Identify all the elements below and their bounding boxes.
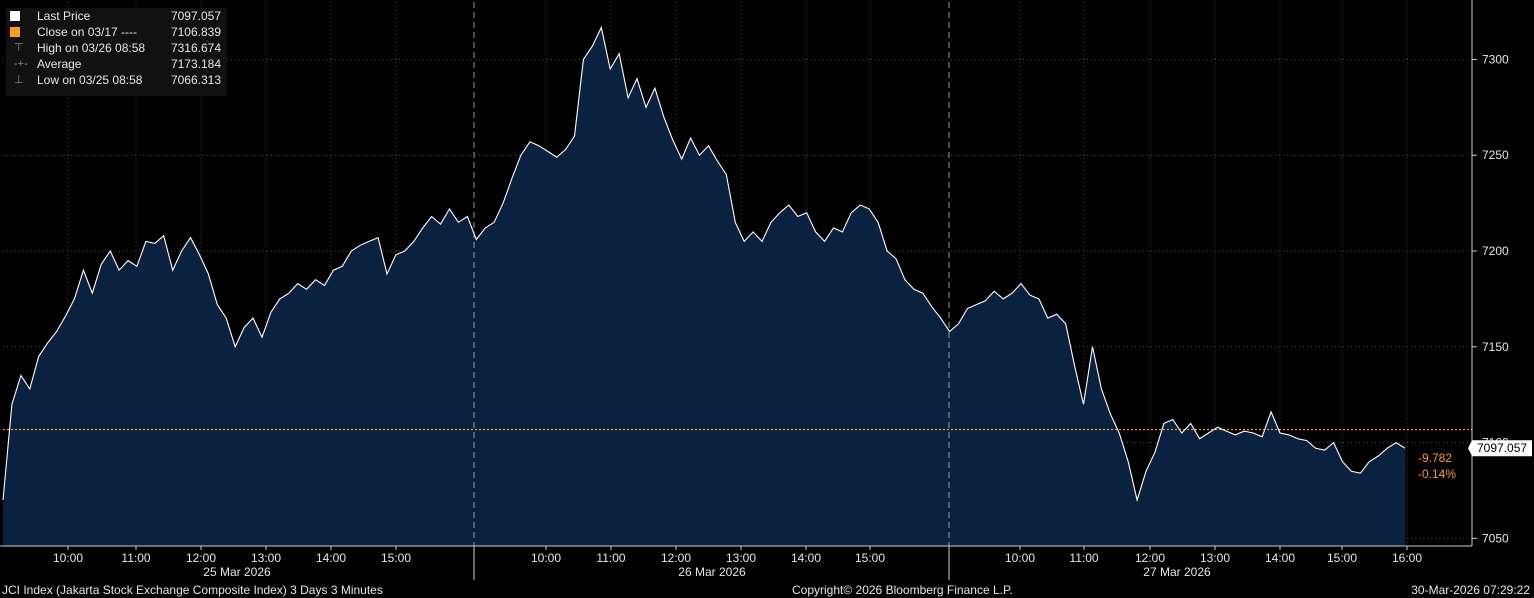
x-tick-label: 13:00 [1200,551,1230,565]
y-tick-label: 7300 [1482,52,1509,66]
y-tick-label: 7050 [1482,531,1509,545]
legend-item-close: Close on 03/17 ---- 7106.839 [6,24,227,40]
x-tick-label: 11:00 [121,551,150,565]
x-tick-label: 12:00 [661,551,691,565]
legend-label: Low on 03/25 08:58 [37,73,143,87]
legend-value: 7106.839 [170,25,221,39]
close-swatch [10,27,20,37]
legend-value: 7316.674 [170,41,221,55]
x-date-label: 27 Mar 2026 [1143,565,1211,579]
footer-title: JCI Index (Jakarta Stock Exchange Compos… [2,583,383,597]
legend-item-high: ⊤ High on 03/26 08:58 7316.674 [6,40,227,56]
y-tick-label: 7250 [1482,148,1509,162]
x-tick-label: 15:00 [855,551,885,565]
x-tick-label: 11:00 [596,551,625,565]
last-price-swatch [10,11,20,21]
legend-label: Average [37,57,82,71]
legend-label: High on 03/26 08:58 [37,41,146,55]
day-separators [473,2,950,546]
average-marker-icon: -+- [14,58,28,70]
price-line [2,25,1406,503]
change-percent: -0.14% [1418,467,1456,481]
legend-value: 7066.313 [170,73,221,87]
footer-bar: JCI Index (Jakarta Stock Exchange Compos… [0,582,1534,598]
price-chart: 730072507200715071007050 10:0011:0012:00… [0,0,1532,580]
legend-box: Last Price 7097.057 Close on 03/17 ---- … [6,8,227,96]
legend-item-last-price: Last Price 7097.057 [6,8,227,24]
legend-value: 7173.184 [170,57,221,71]
footer-timestamp: 30-Mar-2026 07:29:22 [1411,583,1530,597]
legend-value: 7097.057 [170,9,221,23]
high-marker-icon: ⊤ [14,42,24,54]
x-tick-label: 10:00 [53,551,83,565]
x-tick-label: 11:00 [1069,551,1098,565]
x-tick-label: 12:00 [1135,551,1165,565]
legend-label: Last Price [37,9,91,23]
x-tick-label: 16:00 [1392,551,1422,565]
footer-copyright: Copyright© 2026 Bloomberg Finance L.P. [792,583,1013,597]
x-axis: 10:00 11:00 12:00 13:00 14:00 15:00 10:00 11:00… [0,545,1472,580]
x-tick-label: 13:00 [251,551,281,565]
x-tick-label: 15:00 [381,551,411,565]
x-tick-label: 10:00 [531,551,561,565]
x-tick-label: 14:00 [316,551,346,565]
last-price-tag-group: 7097.057 -9.782 -0.14% [1418,440,1532,481]
legend-label: Close on 03/17 ---- [37,25,138,39]
last-price-tag-bg [1468,440,1532,457]
y-tick-label: 7200 [1482,244,1509,258]
y-axis: 730072507200715071007050 [1471,0,1509,546]
x-date-label: 26 Mar 2026 [678,565,746,579]
x-tick-label: 12:00 [186,551,216,565]
change-value: -9.782 [1418,451,1452,465]
x-tick-label: 14:00 [1265,551,1295,565]
last-price-tag: 7097.057 [1477,441,1527,455]
x-tick-label: 14:00 [791,551,821,565]
x-tick-label: 10:00 [1005,551,1035,565]
x-tick-label: 13:00 [726,551,756,565]
x-tick-label: 15:00 [1327,551,1357,565]
legend-item-average: -+- Average 7173.184 [6,56,227,72]
low-marker-icon: ⊥ [14,74,24,86]
y-tick-label: 7150 [1482,340,1509,354]
legend-item-low: ⊥ Low on 03/25 08:58 7066.313 [6,72,227,88]
price-area [3,27,1405,546]
x-date-label: 25 Mar 2026 [203,565,271,579]
